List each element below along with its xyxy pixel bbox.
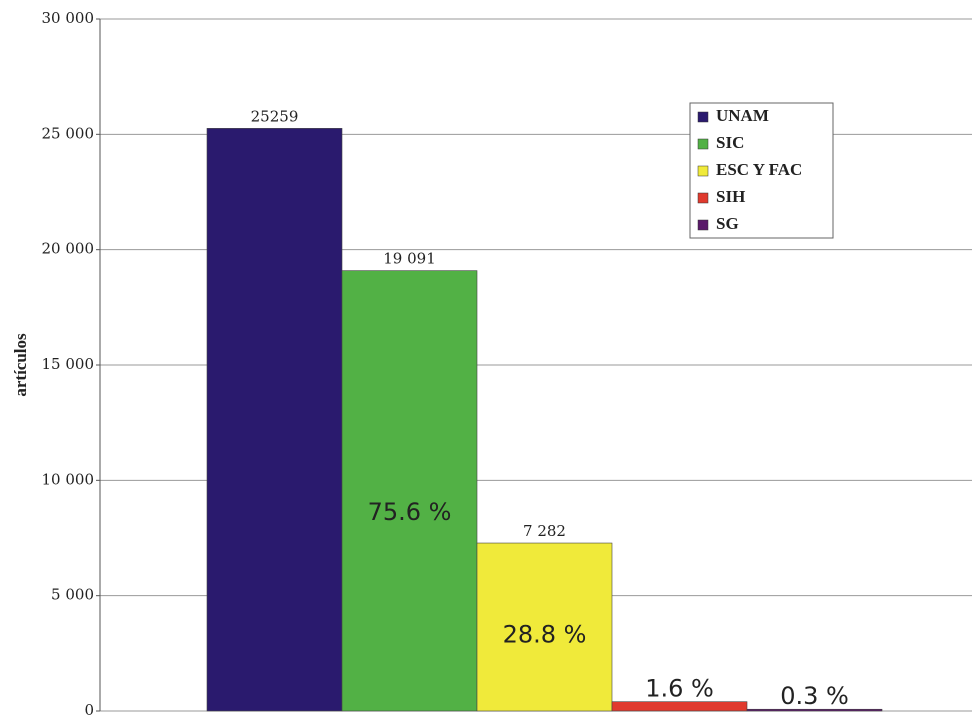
legend-label: SIC bbox=[716, 133, 744, 152]
value-label: 19 091 bbox=[383, 250, 436, 268]
legend-label: SIH bbox=[716, 187, 745, 206]
y-tick-label: 25 000 bbox=[42, 124, 95, 142]
bar bbox=[746, 708, 883, 712]
value-label: 7 282 bbox=[523, 522, 566, 540]
y-tick-label: 5 000 bbox=[51, 586, 94, 604]
bar bbox=[476, 542, 613, 712]
y-axis-label: artículos bbox=[11, 333, 30, 397]
legend-swatch bbox=[697, 192, 709, 204]
y-tick-label: 20 000 bbox=[42, 240, 95, 258]
legend-swatch bbox=[697, 165, 709, 177]
percent-label: 28.8 % bbox=[503, 620, 587, 648]
legend-box bbox=[689, 102, 834, 239]
percent-label: 75.6 % bbox=[368, 498, 452, 526]
percent-label: 0.3 % bbox=[780, 682, 849, 710]
legend-swatch bbox=[697, 111, 709, 123]
percent-label: 1.6 % bbox=[645, 675, 714, 703]
legend-swatch bbox=[697, 219, 709, 231]
y-tick-label: 0 bbox=[84, 701, 94, 717]
legend-swatch bbox=[697, 138, 709, 150]
bar bbox=[206, 128, 343, 712]
y-tick-label: 30 000 bbox=[42, 9, 95, 27]
bar bbox=[611, 701, 748, 712]
legend-label: UNAM bbox=[716, 106, 769, 125]
legend-label: ESC Y FAC bbox=[716, 160, 802, 179]
value-label: 25259 bbox=[251, 107, 299, 125]
y-tick-label: 10 000 bbox=[42, 470, 95, 488]
bar bbox=[341, 270, 478, 712]
y-tick-label: 15 000 bbox=[42, 355, 95, 373]
legend-label: SG bbox=[716, 214, 739, 233]
